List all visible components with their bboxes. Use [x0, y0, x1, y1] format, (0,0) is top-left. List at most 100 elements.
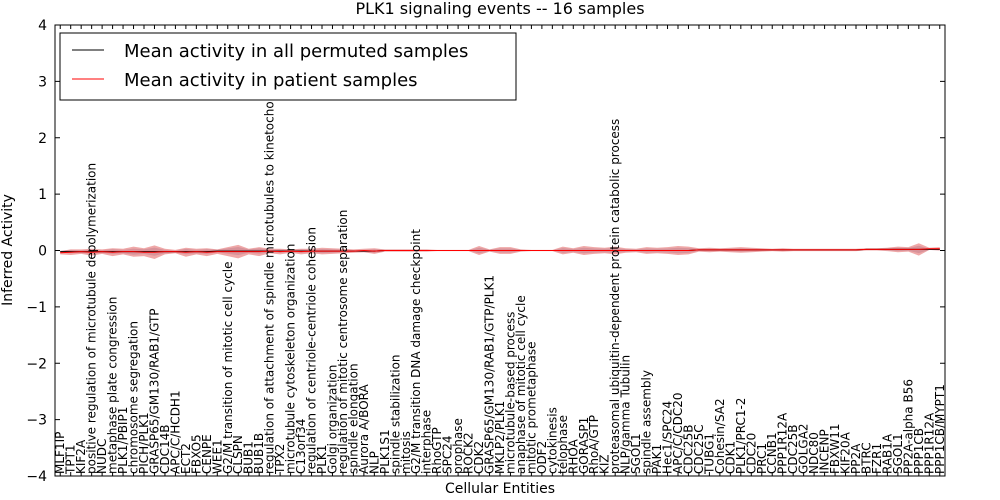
x-tick-label: metaphase plate congression [106, 297, 120, 474]
x-tick-label: GRASP65/GM130/RAB1/GTP [148, 308, 162, 474]
x-tick-label: Golgi organization [326, 365, 340, 474]
x-tick-label: chromosome segregation [127, 321, 141, 474]
x-tick-label: RAB1A [880, 433, 894, 474]
y-tick-label: 2 [38, 131, 47, 147]
x-tick-label: spindle stabilization [388, 354, 402, 474]
y-tick-label: −3 [26, 413, 47, 429]
x-tick-label: microtubule cytoskeleton organization [284, 244, 298, 474]
x-tick-label: MKLP2/PLK1 [493, 401, 507, 474]
y-axis-label: Inferred Activity [0, 194, 16, 306]
x-tick-label: ROCK2 [462, 432, 476, 474]
x-tick-label: TPX2 [273, 444, 287, 475]
x-tick-label: cytokinesis [545, 407, 559, 474]
x-tick-label: PPP1R12A [776, 412, 790, 474]
x-tick-label: regulation of mitotic centrosome separat… [336, 210, 350, 474]
x-tick-label: PPP1CB [912, 428, 926, 474]
x-tick-label: Hec1/SPC24 [661, 401, 675, 474]
x-tick-label: spindle elongation [346, 363, 360, 474]
x-tick-label: CDC25B [682, 425, 696, 475]
x-tick-label: GORASP1 [577, 417, 591, 474]
x-tick-label: PICH/PLK1 [137, 412, 151, 474]
patient-mean-line [60, 248, 940, 254]
x-tick-label: PRC1 [755, 443, 769, 474]
x-tick-label: Aurora A/BORA [357, 384, 371, 474]
y-tick-label: −1 [26, 300, 47, 316]
x-tick-label: TPT1 [64, 444, 78, 475]
x-tick-label: CDC25B [786, 425, 800, 475]
x-tick-label: APC/C/HCDH1 [168, 390, 182, 474]
x-tick-label: microtubule-based process [504, 312, 518, 474]
x-tick-label: mitosis [399, 431, 413, 474]
x-tick-label: ECT2 [179, 443, 193, 474]
x-tick-label: BTRC [860, 442, 874, 474]
x-tick-label: FBXO5 [189, 434, 203, 474]
x-tick-label: CLSPN [231, 435, 245, 474]
y-tick-label: 0 [38, 244, 47, 260]
x-tick-label: SPC24 [441, 435, 455, 474]
x-tick-label: GRASP65/GM130/RAB1/GTP/PLK1 [483, 275, 497, 474]
x-tick-label: GOLGA2 [797, 423, 811, 474]
x-tick-label: KIF2A [74, 439, 88, 474]
x-tick-label: PLK1 [315, 445, 329, 474]
x-tick-label: regulation of centriole-centriole cohesi… [305, 227, 319, 474]
x-tick-label: FZR1 [870, 443, 884, 474]
y-tick-label: −4 [26, 469, 47, 485]
x-tick-label: CDC14B [158, 425, 172, 475]
x-tick-label: anaphase of mitotic cell cycle [514, 295, 528, 474]
x-tick-label: C13orf34 [294, 419, 308, 474]
x-tick-label: FBXW11 [828, 424, 842, 475]
y-tick-label: −2 [26, 356, 47, 372]
patient-spread-band [60, 243, 940, 259]
x-tick-label: PPP1CB/MYPT1 [933, 384, 947, 474]
x-tick-label: PP2A-alpha B56 [901, 379, 915, 474]
x-tick-label: spindle assembly [640, 370, 654, 474]
x-tick-label: PAK1 [650, 444, 664, 474]
x-tick-label: WEE1 [210, 439, 224, 474]
x-tick-label: KIZ [598, 454, 612, 474]
x-tick-label: NDC80 [807, 432, 821, 474]
x-tick-label: MLF1IP [53, 432, 67, 474]
x-tick-label: positive regulation of microtubule depol… [85, 163, 99, 474]
x-tick-label: NLP [367, 451, 381, 474]
x-tick-label: prophase [451, 418, 465, 474]
x-tick-label: KIF20A [839, 431, 853, 474]
x-tick-label: regulation of attachment of spindle micr… [263, 89, 277, 474]
x-tick-label: CENPE [200, 434, 214, 474]
x-tick-label: RhoA/GTP [587, 415, 601, 474]
x-tick-label: NLP/gamma Tubulin [619, 355, 633, 474]
x-tick-label: CCNB1 [765, 432, 779, 474]
x-tick-label: SGOL1 [629, 433, 643, 474]
chart-title: PLK1 signaling events -- 16 samples [355, 0, 644, 18]
x-tick-label: G2/M transition DNA damage checkpoint [409, 229, 423, 474]
x-tick-label: BUB1B [252, 433, 266, 474]
x-tick-label: mitotic prometaphase [524, 342, 538, 475]
legend-permuted-label: Mean activity in all permuted samples [124, 41, 468, 62]
x-tick-label: telophase [556, 415, 570, 474]
x-tick-label: PP2A [849, 443, 863, 474]
x-tick-label: RhoGTP [430, 427, 444, 474]
x-tick-label: PPP1R12A [922, 412, 936, 474]
legend-box [59, 32, 517, 101]
legend: Mean activity in all permuted samples Me… [59, 32, 517, 101]
x-tick-label: TUBG1 [702, 433, 716, 475]
x-axis-label: Cellular Entities [445, 481, 555, 497]
x-tick-label: INCENP [818, 429, 832, 474]
x-tick-label: PLK1S1 [378, 429, 392, 474]
x-tick-label: ODF2 [535, 441, 549, 474]
y-tick-label: 4 [38, 18, 47, 34]
x-tick-label: SGOL1 [891, 433, 905, 474]
y-tick-label: 3 [38, 74, 47, 90]
x-tick-label: CDC25C [692, 424, 706, 474]
x-tick-label: Cohesin/SA2 [713, 398, 727, 474]
x-tick-label: interphase [420, 410, 434, 474]
x-tick-label: BUB1 [242, 441, 256, 474]
x-tick-label: PLK1/PBIP1 [116, 407, 130, 474]
x-tick-label: CDK1 [723, 441, 737, 474]
x-tick-label: CDC20 [744, 433, 758, 474]
x-tick-label: G2/M transition of mitotic cell cycle [221, 261, 235, 474]
x-tick-label: PLK1/PRC1-2 [734, 398, 748, 474]
x-tick-label: CDK2 [472, 441, 486, 474]
x-tick-label: APC/C/CDC20 [671, 392, 685, 474]
